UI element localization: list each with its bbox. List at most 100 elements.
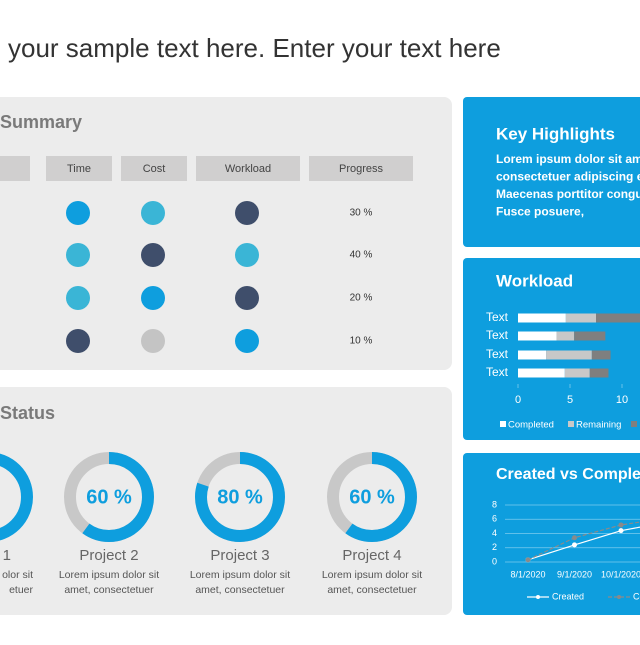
project-desc: Lorem ipsum dolor sit bbox=[59, 569, 159, 581]
x-tick-label: 10/1/2020 bbox=[601, 569, 640, 579]
y-tick-label: 6 bbox=[492, 514, 497, 524]
header-label: Workload bbox=[225, 163, 271, 175]
highlight-line: Maecenas porttitor congu bbox=[496, 187, 640, 201]
line-panel bbox=[463, 453, 640, 615]
y-tick-label: Text bbox=[486, 347, 509, 361]
panel-title: Status bbox=[0, 403, 55, 423]
project-desc: etuer bbox=[9, 584, 33, 596]
workload-panel bbox=[463, 258, 640, 440]
status-dot bbox=[141, 243, 165, 267]
line-marker bbox=[572, 535, 577, 541]
line-series bbox=[527, 521, 640, 561]
highlight-line: consectetuer adipiscing e bbox=[496, 170, 640, 184]
bar-segment bbox=[564, 368, 590, 378]
header-box bbox=[0, 156, 30, 181]
bar-segment bbox=[518, 331, 557, 341]
y-tick-label: Text bbox=[486, 310, 509, 324]
x-tick-label: 8/1/2020 bbox=[510, 569, 545, 579]
legend-swatch bbox=[568, 421, 574, 427]
x-tick-label: 10 bbox=[616, 394, 628, 406]
donut-value: 60 % bbox=[86, 486, 132, 508]
status-dot bbox=[66, 201, 90, 225]
header-box bbox=[121, 156, 187, 181]
y-tick-label: 4 bbox=[492, 528, 497, 538]
status-dot bbox=[235, 201, 259, 225]
project-desc: olor sit bbox=[2, 569, 33, 581]
project-desc: amet, consectetuer bbox=[327, 584, 417, 596]
progress-label: 40 % bbox=[350, 250, 373, 261]
header-label: Time bbox=[67, 163, 91, 175]
progress-label: 20 % bbox=[350, 293, 373, 304]
donut-arc bbox=[327, 452, 417, 542]
bar-segment bbox=[518, 368, 565, 378]
project-name: Project 3 bbox=[210, 547, 269, 564]
project-desc: amet, consectetuer bbox=[195, 584, 285, 596]
bar-segment bbox=[565, 313, 596, 323]
slide-title: your sample text here. Enter your text h… bbox=[8, 33, 501, 63]
line-marker bbox=[618, 522, 624, 528]
legend-marker bbox=[536, 595, 540, 599]
chart-title: Workload bbox=[496, 271, 573, 290]
project-name: 1 bbox=[3, 547, 11, 564]
chart-title: Created vs Comple bbox=[496, 466, 640, 483]
project-name: Project 2 bbox=[79, 547, 138, 564]
project-desc: amet, consectetuer bbox=[64, 584, 154, 596]
donut-arc bbox=[64, 452, 154, 542]
y-tick-label: Text bbox=[486, 328, 509, 342]
header-box bbox=[46, 156, 112, 181]
legend-marker bbox=[617, 595, 621, 599]
bar-segment bbox=[518, 350, 547, 360]
bar-segment bbox=[589, 368, 609, 378]
legend-swatch bbox=[500, 421, 506, 427]
donut-ring bbox=[0, 453, 33, 541]
panel-title: Key Highlights bbox=[496, 124, 615, 143]
legend-label: Com bbox=[633, 591, 640, 601]
x-tick-label: 0 bbox=[515, 394, 521, 406]
status-dot bbox=[235, 286, 259, 310]
donut-arc bbox=[195, 452, 285, 542]
donut-value: 60 % bbox=[349, 486, 395, 508]
highlight-line: Lorem ipsum dolor sit am bbox=[496, 152, 640, 166]
status-dot bbox=[141, 286, 165, 310]
highlight-line: Fusce posuere, bbox=[496, 205, 584, 219]
status-dot bbox=[66, 243, 90, 267]
line-marker bbox=[572, 542, 577, 548]
status-dot bbox=[235, 243, 259, 267]
bar-segment bbox=[596, 313, 640, 323]
summary-panel bbox=[0, 97, 452, 370]
project-desc: Lorem ipsum dolor sit bbox=[190, 569, 290, 581]
progress-label: 30 % bbox=[350, 208, 373, 219]
donut-value: 80 % bbox=[217, 486, 263, 508]
header-box bbox=[196, 156, 300, 181]
y-tick-label: 0 bbox=[492, 556, 497, 566]
x-tick-label: 5 bbox=[567, 394, 573, 406]
legend-label: Remaining bbox=[576, 420, 621, 431]
header-label: Progress bbox=[339, 163, 384, 175]
y-tick-label: 2 bbox=[492, 542, 497, 552]
status-dot bbox=[66, 329, 90, 353]
progress-label: 10 % bbox=[350, 336, 373, 347]
project-name: Project 4 bbox=[342, 547, 401, 564]
legend-swatch bbox=[631, 421, 637, 427]
highlights-panel bbox=[463, 97, 640, 247]
header-label: Cost bbox=[143, 163, 166, 175]
bar-segment bbox=[591, 350, 611, 360]
bar-segment bbox=[518, 313, 566, 323]
line-marker bbox=[618, 528, 624, 534]
legend-label: Completed bbox=[508, 420, 554, 431]
line-marker bbox=[525, 557, 531, 563]
status-dot bbox=[66, 286, 90, 310]
y-tick-label: Text bbox=[486, 365, 509, 379]
y-tick-label: 8 bbox=[492, 499, 497, 509]
status-panel bbox=[0, 387, 452, 615]
project-desc: Lorem ipsum dolor sit bbox=[322, 569, 422, 581]
legend-label: Created bbox=[552, 591, 584, 601]
status-dot bbox=[235, 329, 259, 353]
x-tick-label: 9/1/2020 bbox=[557, 569, 592, 579]
header-box bbox=[309, 156, 413, 181]
bar-segment bbox=[574, 331, 606, 341]
line-series bbox=[527, 526, 640, 561]
status-dot bbox=[141, 201, 165, 225]
